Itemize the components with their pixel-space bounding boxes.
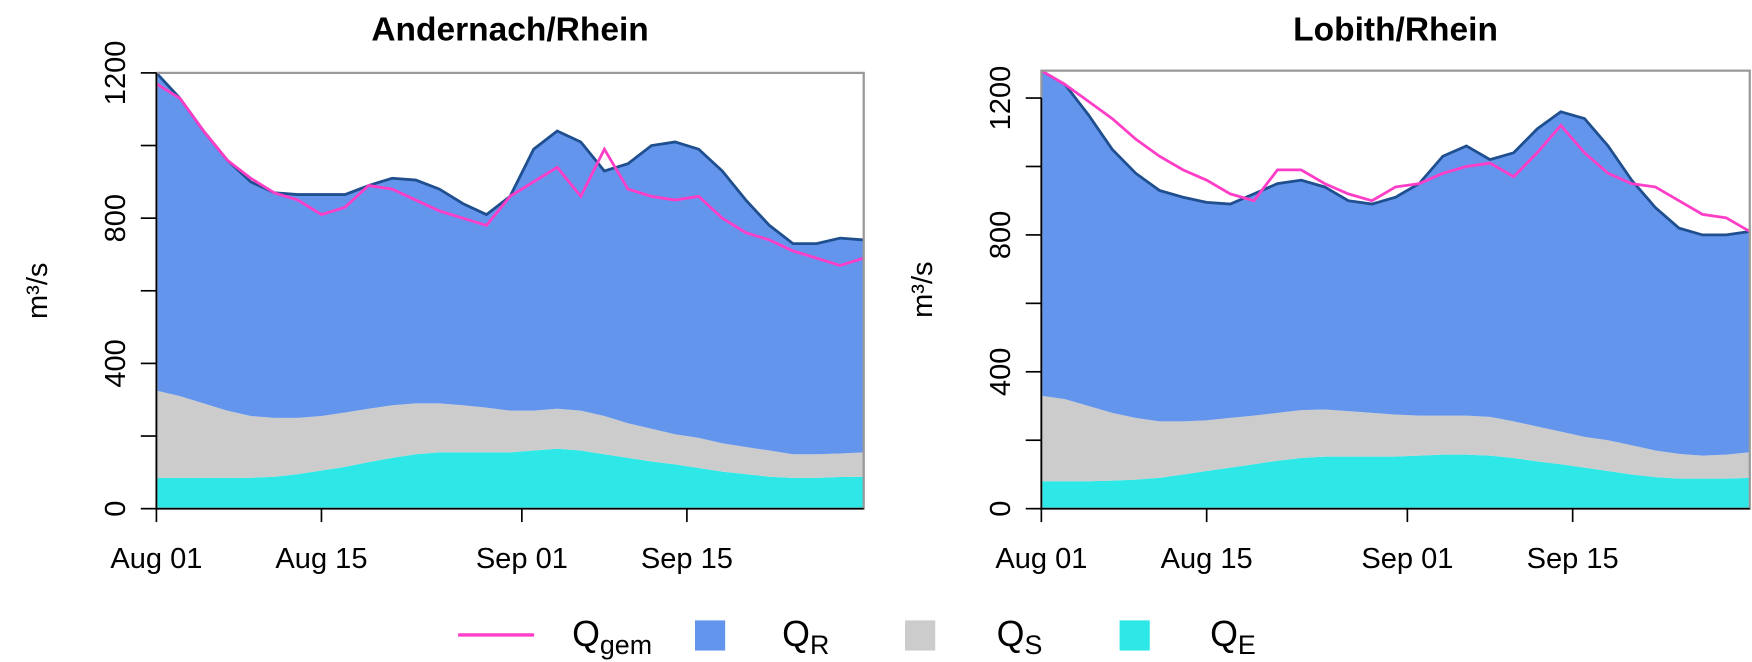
x-tick-label: Aug 15 (1161, 543, 1253, 575)
y-tick-label: 0 (985, 501, 1017, 517)
area (1041, 70, 1750, 456)
legend-subscript: gem (600, 630, 652, 660)
x-tick-label: Sep 15 (1527, 543, 1619, 575)
legend-swatch (694, 620, 726, 651)
x-tick-label: Sep 01 (476, 543, 568, 575)
y-tick-label: 0 (100, 501, 132, 517)
legend-swatch (905, 620, 936, 651)
legend-name: Q (1210, 614, 1238, 654)
y-tick-label: 400 (100, 339, 132, 387)
legend-subscript: R (810, 630, 829, 660)
y-axis-label: m³/s (907, 261, 939, 317)
line (155, 82, 865, 267)
x-tick-label: Sep 01 (1361, 543, 1453, 575)
legend-name: Q (997, 614, 1025, 654)
x-tick-label: Aug 15 (275, 543, 367, 575)
legend-subscript: E (1238, 630, 1256, 660)
area (156, 72, 864, 455)
line (1040, 69, 1751, 233)
area (1041, 395, 1750, 482)
y-tick-label: 800 (985, 211, 1017, 259)
chart-title: Andernach/Rhein (371, 11, 648, 48)
x-tick-label: Aug 01 (110, 543, 202, 575)
legend-name: Q (782, 614, 810, 654)
y-tick-label: 1200 (100, 41, 132, 106)
legend-label: QR (782, 614, 829, 660)
legend-subscript: S (1024, 630, 1042, 660)
legend-label: QE (1210, 614, 1256, 660)
legend-name: Q (572, 614, 600, 654)
legend-label: QS (997, 614, 1043, 660)
area-outline (1040, 69, 1750, 237)
y-tick-label: 800 (100, 194, 132, 242)
legend-label: Qgem (572, 614, 652, 660)
chart-title: Lobith/Rhein (1293, 11, 1498, 48)
area (1041, 454, 1750, 509)
x-tick-label: Sep 15 (641, 543, 733, 575)
area (156, 390, 864, 478)
y-axis-label: m³/s (22, 263, 54, 319)
y-tick-label: 1200 (985, 66, 1017, 131)
legend-swatch (1119, 620, 1150, 651)
y-tick-label: 400 (985, 348, 1017, 396)
x-tick-label: Aug 01 (995, 543, 1087, 575)
area (156, 448, 864, 509)
